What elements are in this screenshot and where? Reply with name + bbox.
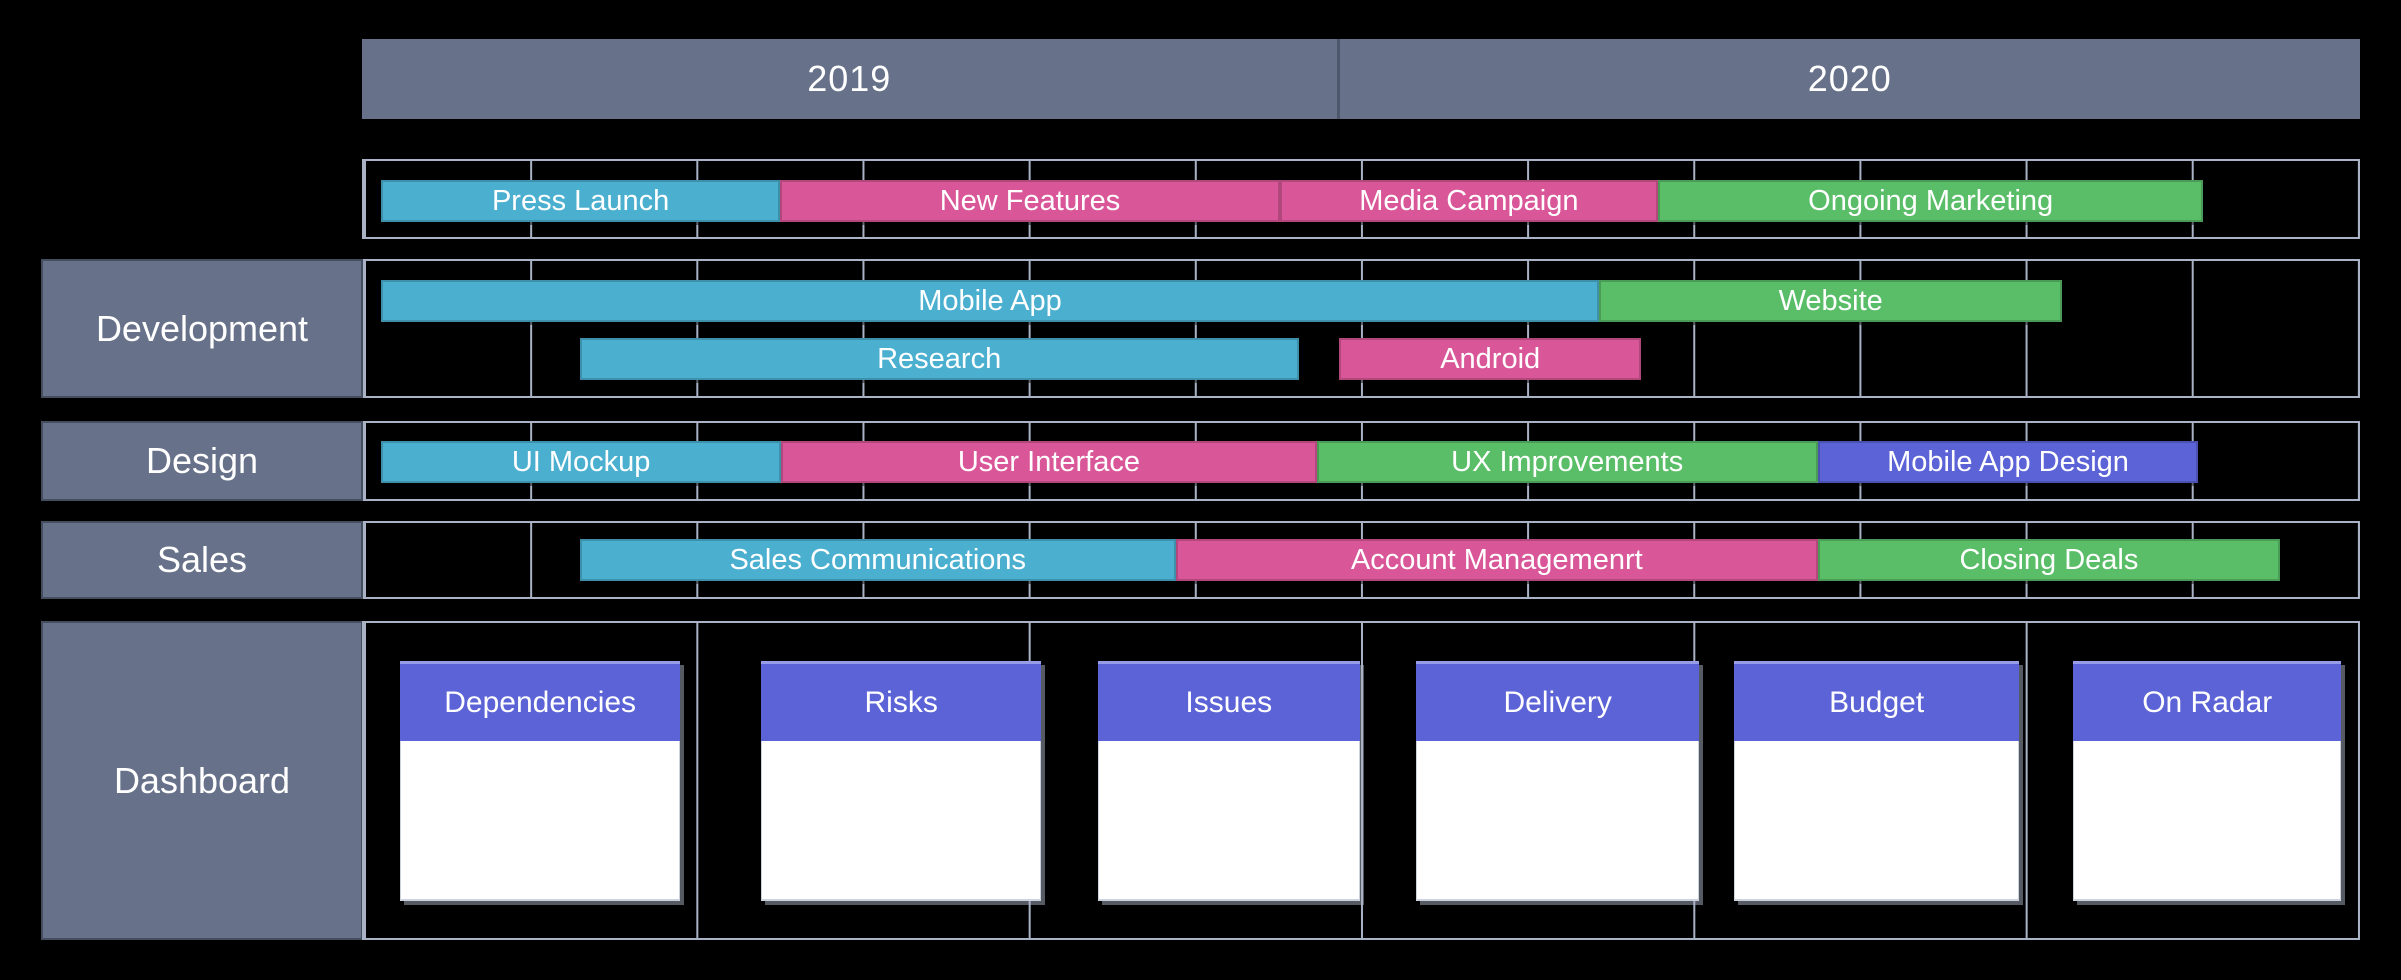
row-dashboard: Dependencies Risks Issues Delivery Budget On … — [362, 621, 2360, 940]
row-sales: Sales Communications Account Managemenrt C… — [362, 521, 2360, 599]
year-cell-2020: 2020 — [1336, 39, 2360, 119]
section-label-design: Design — [41, 421, 363, 501]
card-body-delivery — [1416, 741, 1699, 901]
timeline-year-header: 2019 2020 — [362, 39, 2360, 119]
bar-mobile-app-design[interactable]: Mobile App Design — [1817, 441, 2199, 483]
row-design: UI Mockup User Interface UX Improvements Mo… — [362, 421, 2360, 501]
bar-sales-communications[interactable]: Sales Communications — [579, 539, 1176, 581]
card-header-budget: Budget — [1733, 661, 2020, 741]
card-header-risks: Risks — [761, 661, 1041, 741]
bar-website[interactable]: Website — [1599, 280, 2063, 322]
dashboard-card-risks[interactable]: Risks — [761, 661, 1041, 901]
section-label-dashboard: Dashboard — [41, 621, 363, 940]
bar-user-interface[interactable]: User Interface — [781, 441, 1317, 483]
bar-research[interactable]: Research — [579, 338, 1299, 380]
card-header-delivery: Delivery — [1416, 661, 1699, 741]
card-header-issues: Issues — [1097, 661, 1360, 741]
bar-mobile-app[interactable]: Mobile App — [380, 280, 1600, 322]
bar-media-campaign[interactable]: Media Campaign — [1279, 180, 1659, 222]
bar-new-features[interactable]: New Features — [780, 180, 1280, 222]
dashboard-card-budget[interactable]: Budget — [1733, 661, 2020, 901]
dashboard-card-on-radar[interactable]: On Radar — [2073, 661, 2342, 901]
card-body-budget — [1733, 741, 2020, 901]
dashboard-card-delivery[interactable]: Delivery — [1416, 661, 1699, 901]
row-marketing: Press Launch New Features Media Campaign On… — [362, 159, 2360, 239]
bar-press-launch[interactable]: Press Launch — [380, 180, 781, 222]
card-body-on-radar — [2073, 741, 2342, 901]
row-development: Mobile App Website Research Android — [362, 259, 2360, 398]
bar-ui-mockup[interactable]: UI Mockup — [380, 441, 782, 483]
section-label-sales: Sales — [41, 521, 363, 599]
card-body-risks — [761, 741, 1041, 901]
bar-ongoing-marketing[interactable]: Ongoing Marketing — [1658, 180, 2204, 222]
year-cell-2019: 2019 — [362, 39, 1337, 119]
dashboard-card-issues[interactable]: Issues — [1097, 661, 1360, 901]
dashboard-card-dependencies[interactable]: Dependencies — [399, 661, 681, 901]
bar-ux-improvements[interactable]: UX Improvements — [1316, 441, 1818, 483]
card-body-issues — [1097, 741, 1360, 901]
section-label-development: Development — [41, 259, 363, 398]
card-body-dependencies — [399, 741, 681, 901]
bar-account-managemenrt[interactable]: Account Managemenrt — [1175, 539, 1818, 581]
bar-closing-deals[interactable]: Closing Deals — [1817, 539, 2281, 581]
card-header-dependencies: Dependencies — [399, 661, 681, 741]
card-header-on-radar: On Radar — [2073, 661, 2342, 741]
bar-android[interactable]: Android — [1339, 338, 1641, 380]
